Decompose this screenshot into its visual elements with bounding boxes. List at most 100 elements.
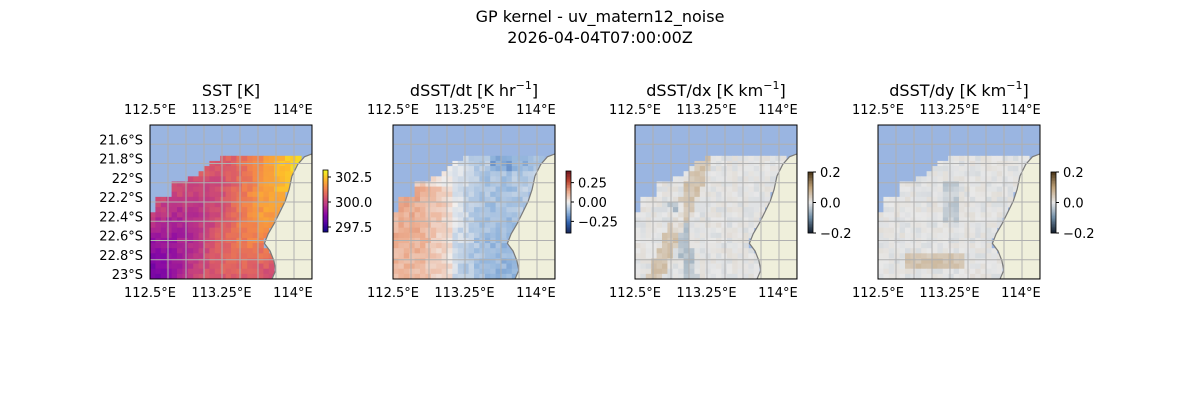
heatmap-cell [888, 196, 895, 203]
heatmap-cell [905, 268, 911, 275]
heatmap-cell [220, 202, 226, 208]
heatmap-cell [447, 258, 453, 264]
heatmap-cell [937, 202, 944, 208]
heatmap-cell [457, 273, 464, 279]
colorbar-step [1051, 231, 1056, 234]
heatmap-cell [511, 191, 518, 198]
heatmap-cell [447, 253, 453, 259]
heatmap-cell [964, 171, 971, 177]
heatmap-cell [948, 181, 954, 187]
heatmap-cell [214, 268, 221, 275]
y-tick-label: 23°S [112, 268, 143, 283]
heatmap-cell [1002, 166, 1008, 172]
heatmap-cell [737, 253, 744, 259]
heatmap-cell [501, 217, 507, 223]
heatmap-cell [1002, 212, 1008, 218]
heatmap-cell [484, 268, 491, 275]
heatmap-cell [398, 263, 405, 270]
heatmap-cell [770, 166, 776, 172]
heatmap-cell [640, 248, 647, 254]
colorbar-step [323, 182, 328, 185]
heatmap-cell [921, 263, 927, 270]
heatmap-cell [721, 196, 728, 203]
heatmap-cell [236, 171, 243, 177]
colorbar-tick-label: 300.0 [335, 196, 372, 211]
heatmap-cell [209, 222, 216, 229]
heatmap-cell [732, 196, 738, 203]
colorbar: 0.20.0−0.2 [807, 166, 852, 242]
heatmap-cell [252, 196, 259, 203]
heatmap-cell [187, 263, 194, 270]
heatmap-cell [910, 196, 917, 203]
heatmap-cell [506, 227, 513, 234]
x-tick-label-top: 113.25°E [676, 103, 736, 118]
colorbar-step [323, 171, 328, 174]
heatmap-cell [969, 191, 976, 198]
heatmap-cell [241, 191, 248, 198]
heatmap-cell [263, 258, 270, 264]
heatmap-cell [662, 222, 668, 229]
heatmap-cell [640, 258, 647, 264]
heatmap-cell [732, 268, 738, 275]
heatmap-cell [986, 176, 992, 182]
heatmap-cell [705, 232, 711, 239]
heatmap-cell [705, 227, 711, 234]
heatmap-cell [231, 191, 237, 198]
x-tick-label-bottom: 112.5°E [852, 286, 904, 301]
heatmap-cell [209, 273, 216, 279]
heatmap-cell [474, 171, 480, 177]
heatmap-cell [204, 171, 210, 177]
heatmap-cell [241, 196, 248, 203]
colorbar-step [566, 231, 571, 234]
heatmap-cell [980, 248, 987, 254]
heatmap-cell [986, 248, 992, 254]
heatmap-cell [511, 202, 518, 208]
heatmap-cell [759, 176, 765, 182]
colorbar-step [808, 229, 813, 232]
heatmap-cell [996, 202, 1003, 208]
heatmap-cell [953, 248, 960, 254]
heatmap-cell [926, 273, 933, 279]
heatmap-cell [953, 222, 960, 229]
heatmap-cell [441, 232, 448, 239]
heatmap-cell [484, 263, 491, 270]
heatmap-cell [506, 248, 513, 254]
heatmap-cell [263, 263, 270, 270]
heatmap-cell [975, 191, 981, 198]
heatmap-cell [683, 196, 690, 203]
heatmap-cell [743, 222, 749, 229]
heatmap-cell [721, 212, 728, 218]
heatmap-cell [263, 253, 270, 259]
heatmap-cell [182, 263, 189, 270]
heatmap-cell [263, 155, 270, 162]
colorbar-step [808, 182, 813, 185]
heatmap-cell [484, 222, 491, 229]
heatmap-cell [921, 202, 927, 208]
colorbar-step [1051, 211, 1056, 214]
colorbar-step [323, 230, 328, 233]
heatmap-cell [953, 273, 960, 279]
heatmap-cell [732, 263, 738, 270]
colorbar-step [808, 185, 813, 188]
heatmap-cell [915, 181, 922, 187]
heatmap-cell [247, 202, 253, 208]
heatmap-cell [969, 222, 976, 229]
colorbar-step [323, 185, 328, 188]
heatmap-cell [915, 253, 922, 259]
heatmap-cell [937, 268, 944, 275]
gridlines [150, 125, 312, 279]
colorbar-step [323, 190, 328, 192]
heatmap-cell [694, 243, 701, 249]
heatmap-cell [209, 263, 216, 270]
heatmap-cell [883, 273, 890, 279]
heatmap-cell [484, 212, 491, 218]
heatmap-cell [910, 191, 917, 198]
heatmap-cell [247, 273, 253, 279]
heatmap-cell [225, 253, 232, 259]
heatmap-cell [1023, 155, 1030, 162]
heatmap-cell [926, 202, 933, 208]
colorbar-step [808, 217, 813, 220]
heatmap-cell [975, 232, 981, 239]
heatmap-cell [252, 258, 259, 264]
heatmap-cell [511, 155, 518, 162]
